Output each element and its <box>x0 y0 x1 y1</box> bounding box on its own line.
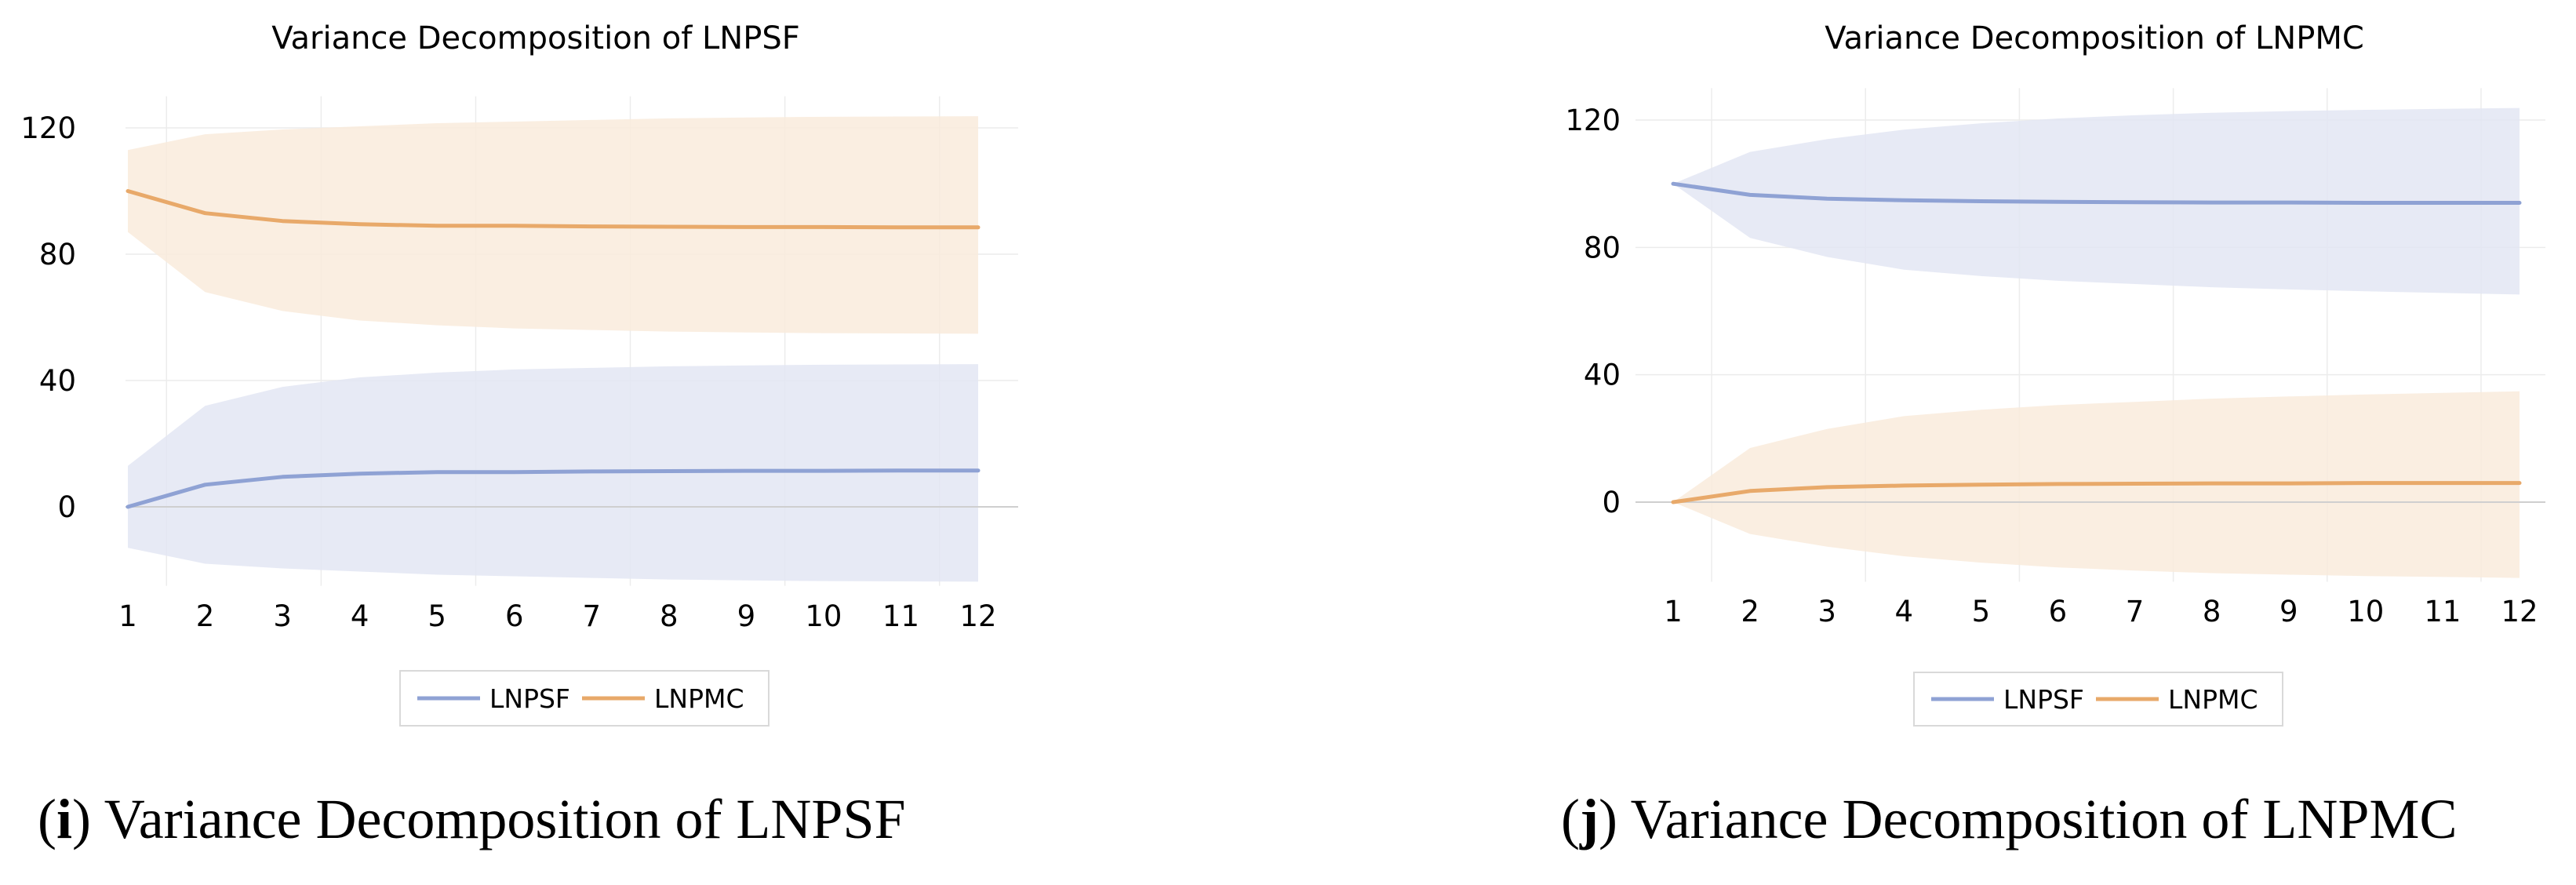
x-tick-label: 8 <box>2203 595 2221 628</box>
caption-j: (j) Variance Decomposition of LNPMC <box>1561 788 2458 850</box>
series-line-lnpmc <box>126 189 981 230</box>
x-tick-label: 4 <box>1894 595 1913 628</box>
x-tick-label: 2 <box>196 599 215 633</box>
chart-title: Variance Decomposition of LNPMC <box>1825 20 2364 56</box>
series-line-lnpsf <box>1671 181 2522 205</box>
x-tick-label: 3 <box>1817 595 1836 628</box>
caption-i-letter: i <box>56 788 72 850</box>
x-tick-label: 9 <box>737 599 756 633</box>
x-tick-label: 5 <box>428 599 446 633</box>
x-tick-label: 9 <box>2279 595 2298 628</box>
x-tick-label: 7 <box>582 599 601 633</box>
y-tick-label: 80 <box>1584 231 1621 264</box>
x-tick-label: 10 <box>805 599 842 633</box>
x-tick-label: 6 <box>505 599 524 633</box>
legend: LNPSF LNPMC <box>1913 672 2283 727</box>
legend: LNPSF LNPMC <box>399 670 770 727</box>
x-tick-label: 11 <box>2424 595 2461 628</box>
x-tick-label: 1 <box>118 599 137 633</box>
legend-label-lnpmc: LNPMC <box>2168 684 2258 715</box>
x-tick-label: 8 <box>660 599 679 633</box>
x-tick-label: 2 <box>1741 595 1759 628</box>
caption-j-text: Variance Decomposition of LNPMC <box>1630 788 2458 850</box>
caption-j-letter: j <box>1579 788 1599 850</box>
legend-label-lnpsf: LNPSF <box>489 683 570 714</box>
x-tick-label: 12 <box>2501 595 2538 628</box>
x-tick-label: 3 <box>273 599 292 633</box>
y-tick-label: 40 <box>1584 359 1621 392</box>
series-line-lnpmc <box>1671 481 2522 504</box>
x-tick-label: 12 <box>959 599 996 633</box>
legend-label-lnpsf: LNPSF <box>2003 684 2084 715</box>
y-tick-label: 80 <box>39 238 76 271</box>
x-tick-label: 4 <box>351 599 369 633</box>
y-tick-label: 0 <box>1602 486 1621 519</box>
x-tick-label: 10 <box>2347 595 2384 628</box>
caption-i-text: Variance Decomposition of LNPSF <box>104 788 906 850</box>
x-tick-label: 7 <box>2126 595 2145 628</box>
y-tick-label: 120 <box>20 111 76 145</box>
x-tick-label: 6 <box>2049 595 2068 628</box>
y-tick-label: 40 <box>39 364 76 398</box>
chart-1: Variance Decomposition of LNPSF 0 40 80 120 1… <box>20 20 1018 727</box>
y-tick-label: 0 <box>57 490 76 524</box>
series-line-lnpsf <box>126 468 981 509</box>
legend-label-lnpmc: LNPMC <box>654 683 744 714</box>
x-tick-label: 11 <box>882 599 919 633</box>
y-tick-label: 120 <box>1565 104 1621 137</box>
chart-2: Variance Decomposition of LNPMC 0 40 80 120 1… <box>1565 20 2545 727</box>
x-tick-label: 1 <box>1664 595 1683 628</box>
x-tick-label: 5 <box>1972 595 1991 628</box>
caption-i: (i) Variance Decomposition of LNPSF <box>38 788 906 850</box>
chart-title: Variance Decomposition of LNPSF <box>271 20 800 56</box>
